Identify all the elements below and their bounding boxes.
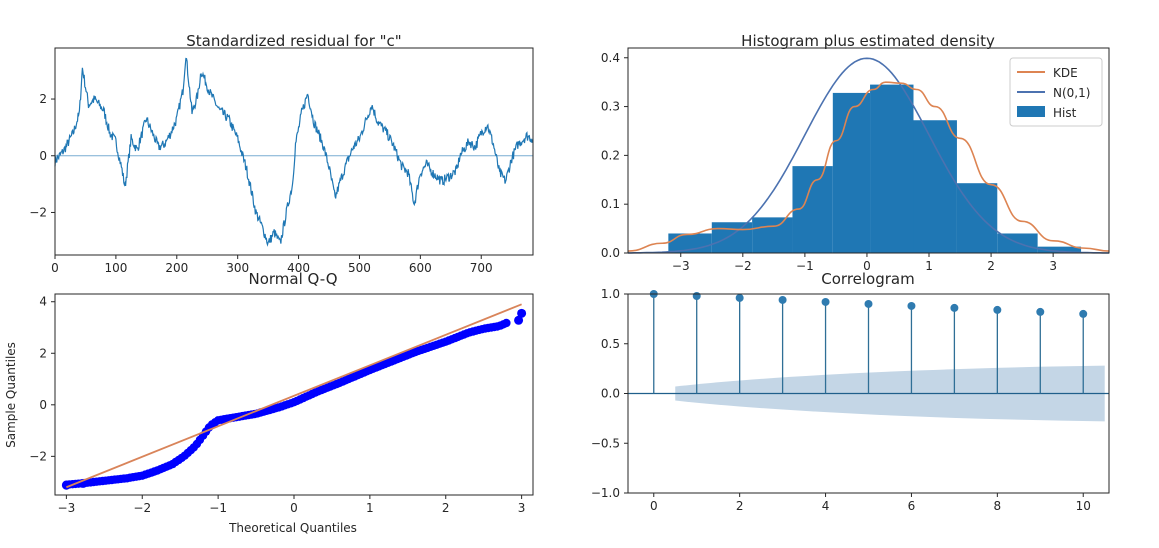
histogram-ytick-label: 0.2	[601, 148, 620, 162]
correlogram-ytick-label: 0.5	[601, 337, 620, 351]
residual-series-line	[54, 57, 534, 247]
qq-xtick-label: −3	[58, 501, 76, 515]
histogram-legend: KDE N(0,1) Hist	[1009, 57, 1103, 127]
histogram-bar	[752, 217, 793, 253]
residual-xtick-label: 500	[348, 261, 371, 275]
histogram-xtick-label: 1	[925, 259, 933, 273]
residual-xtick-label: 300	[226, 261, 249, 275]
histogram-bar	[870, 84, 914, 253]
histogram-bar	[832, 92, 871, 254]
qq-ytick-label: 4	[39, 295, 47, 309]
histogram-xtick-label: −1	[796, 259, 814, 273]
qq-xtick-label: −2	[133, 501, 151, 515]
acf-marker	[1036, 307, 1045, 316]
qq-point	[514, 315, 524, 325]
correlogram-xtick-label: 8	[994, 499, 1002, 513]
residual-xtick-label: 200	[165, 261, 188, 275]
histogram-xtick-label: −3	[672, 259, 690, 273]
correlogram-xtick-label: 2	[736, 499, 744, 513]
qq-xtick-label: 1	[366, 501, 374, 515]
legend-hist-swatch	[1017, 106, 1045, 117]
qq-ytick-label: 2	[39, 346, 47, 360]
qq-point	[61, 480, 71, 490]
qq-title: Normal Q-Q	[248, 270, 337, 288]
acf-marker	[735, 293, 744, 302]
correlogram-ytick-label: 0.0	[601, 387, 620, 401]
histogram-axes-frame	[627, 47, 1110, 254]
qq-xtick-label: −1	[209, 501, 227, 515]
correlogram-ytick-label: −0.5	[591, 436, 620, 450]
histogram-bar	[913, 120, 957, 253]
histogram-panel: Histogram plus estimated density −3 −2 −1 0…	[601, 32, 1110, 273]
histogram-title: Histogram plus estimated density	[741, 32, 995, 50]
acf-marker	[1079, 309, 1088, 318]
residual-ytick-label: 2	[39, 92, 47, 106]
kde-line	[627, 81, 1110, 252]
qq-ytick-label: 0	[39, 398, 47, 412]
residual-panel: Standardized residual for "c" 0 100 200 300…	[29, 32, 534, 275]
acf-marker	[907, 301, 916, 310]
correlogram-title: Correlogram	[821, 270, 914, 288]
correlogram-ytick-label: −1.0	[591, 486, 620, 500]
residual-ytick-label: −2	[29, 205, 47, 219]
qq-xtick-label: 3	[518, 501, 526, 515]
histogram-ytick-label: 0.4	[601, 51, 620, 65]
correlogram-axes-frame	[627, 293, 1110, 494]
qq-axes-frame	[54, 293, 534, 496]
histogram-xtick-label: 0	[863, 259, 871, 273]
residual-xtick-label: 400	[287, 261, 310, 275]
correlogram-xtick-label: 0	[650, 499, 658, 513]
acf-marker	[864, 299, 873, 308]
histogram-xtick-label: 2	[987, 259, 995, 273]
histogram-xtick-label: 3	[1049, 259, 1057, 273]
acf-marker	[993, 305, 1002, 314]
residual-axes-frame	[54, 47, 534, 256]
acf-marker	[778, 295, 787, 304]
histogram-xtick-label: −2	[734, 259, 752, 273]
qq-xtick-label: 2	[442, 501, 450, 515]
histogram-ytick-label: 0.0	[601, 246, 620, 260]
qq-xlabel: Theoretical Quantiles	[228, 521, 357, 535]
acf-marker	[950, 303, 959, 312]
qq-ylabel: Sample Quantiles	[4, 342, 18, 448]
residual-title: Standardized residual for "c"	[186, 32, 401, 50]
histogram-bar	[1037, 246, 1082, 253]
legend-normal-label: N(0,1)	[1053, 86, 1090, 100]
correlogram-xtick-label: 6	[908, 499, 916, 513]
residual-xtick-label: 700	[470, 261, 493, 275]
correlogram-xtick-label: 4	[822, 499, 830, 513]
normal-density-line	[628, 57, 1109, 254]
correlogram-ytick-label: 1.0	[601, 287, 620, 301]
histogram-ytick-label: 0.1	[601, 197, 620, 211]
qq-ytick-label: −2	[29, 449, 47, 463]
qq-xtick-label: 0	[290, 501, 298, 515]
correlogram-panel: 0 2 4 6 8 10 −1.0 −0.5 0.0 0.5 1.0 Correlogram	[591, 270, 1110, 513]
qq-reference-line	[66, 303, 522, 489]
residual-ytick-label: 0	[39, 149, 47, 163]
qq-point	[517, 308, 527, 318]
legend-kde-label: KDE	[1053, 66, 1078, 80]
histogram-ytick-label: 0.3	[601, 100, 620, 114]
qq-panel: −3 −2 −1 0 1 2 3 −2 0 2 4 Normal Q-Q Theoretical Q…	[4, 270, 534, 535]
acf-marker	[692, 291, 701, 300]
residual-xtick-label: 600	[409, 261, 432, 275]
residual-xtick-label: 100	[104, 261, 127, 275]
histogram-bar	[711, 222, 753, 253]
acf-marker	[821, 297, 830, 306]
legend-hist-label: Hist	[1053, 106, 1077, 120]
qq-point	[502, 318, 511, 328]
residual-xtick-label: 0	[51, 261, 59, 275]
correlogram-xtick-label: 10	[1076, 499, 1091, 513]
